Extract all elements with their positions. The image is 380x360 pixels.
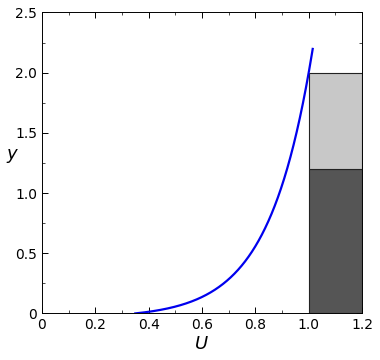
Y-axis label: y: y <box>7 145 17 163</box>
X-axis label: U: U <box>195 335 209 353</box>
Bar <box>309 73 362 169</box>
Bar <box>309 169 362 314</box>
